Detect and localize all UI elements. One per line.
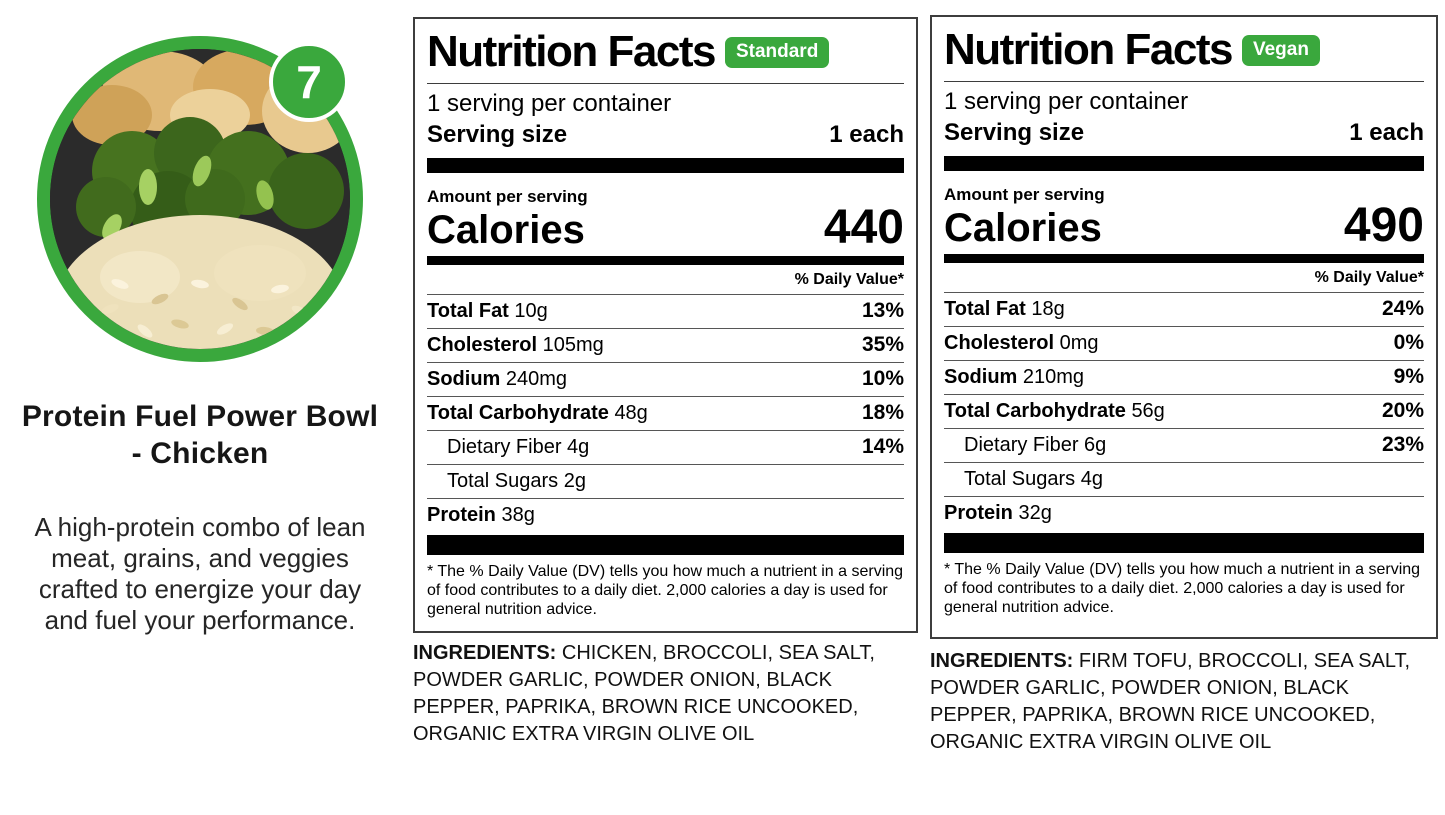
- divider-bar: [944, 532, 1424, 553]
- nutrient-amount: 10g: [514, 299, 548, 322]
- divider-bar: [427, 534, 904, 555]
- nutrient-name: Dietary Fiber: [964, 433, 1079, 456]
- nutrition-label-vegan: Nutrition Facts Vegan 1 serving per cont…: [930, 15, 1438, 639]
- nutrient-row: Cholesterol 0mg 0%: [944, 325, 1424, 360]
- ingredients-vegan: INGREDIENTS: FIRM TOFU, BROCCOLI, SEA SA…: [930, 648, 1422, 756]
- ingredients-text: CHICKEN, BROCCOLI, SEA SALT, POWDER GARL…: [413, 642, 875, 745]
- nutrient-amount: 38g: [501, 503, 535, 526]
- nutrient-amount: 105mg: [542, 333, 604, 356]
- product-title: Protein Fuel Power Bowl - Chicken: [21, 400, 379, 470]
- ingredients-label: INGREDIENTS:: [413, 642, 557, 664]
- nutrient-name: Total Sugars: [447, 469, 559, 492]
- nutrient-name: Cholesterol: [427, 333, 538, 356]
- nutrient-row: Total Fat 18g 24%: [944, 291, 1424, 326]
- nutrient-row: Protein 32g: [944, 495, 1424, 530]
- servings-per-container: 1 serving per container: [944, 88, 1189, 116]
- nutrient-name: Total Carbohydrate: [427, 401, 609, 424]
- daily-value-header: % Daily Value*: [1314, 268, 1424, 286]
- nutrient-row: Total Fat 10g 13%: [427, 293, 904, 328]
- nutrient-name: Total Carbohydrate: [944, 399, 1126, 422]
- nutrient-amount: 4g: [567, 435, 590, 458]
- nutrient-name: Cholesterol: [944, 331, 1055, 354]
- nutrient-name: Protein: [944, 501, 1013, 524]
- nutrient-dv: 18%: [861, 401, 904, 425]
- nutrient-amount: 4g: [1080, 467, 1103, 490]
- calories-row: Calories 440: [427, 201, 904, 255]
- nutrient-dv: 14%: [861, 435, 904, 459]
- nutrient-amount: 210mg: [1022, 365, 1085, 388]
- nutrient-name: Total Fat: [944, 297, 1026, 320]
- nutrient-amount: 0mg: [1059, 331, 1099, 354]
- product-photo: 7: [37, 36, 363, 362]
- calories-label: Calories: [944, 205, 1102, 250]
- nutrient-dv: 10%: [861, 367, 904, 391]
- serving-size-value: 1 each: [829, 121, 904, 149]
- divider-bar: [427, 158, 904, 174]
- divider-bar: [427, 255, 904, 265]
- ingredients-text: FIRM TOFU, BROCCOLI, SEA SALT, POWDER GA…: [930, 650, 1411, 753]
- amount-per-serving-label: Amount per serving: [427, 187, 588, 207]
- amount-per-serving-label: Amount per serving: [944, 185, 1105, 205]
- nutrient-row: Total Sugars 2g: [427, 463, 904, 498]
- nutrient-row: Total Carbohydrate 56g 20%: [944, 393, 1424, 428]
- serving-size-label: Serving size: [944, 119, 1085, 147]
- ingredients-label: INGREDIENTS:: [930, 650, 1074, 672]
- nutrient-amount: 6g: [1084, 433, 1107, 456]
- nutrient-row: Sodium 240mg 10%: [427, 361, 904, 396]
- calories-label: Calories: [427, 207, 585, 252]
- divider-bar: [944, 156, 1424, 172]
- daily-value-footnote: * The % Daily Value (DV) tells you how m…: [944, 560, 1421, 616]
- ingredients-standard: INGREDIENTS: CHICKEN, BROCCOLI, SEA SALT…: [413, 640, 875, 748]
- nutrient-name: Total Sugars: [964, 467, 1076, 490]
- nutrient-dv: 0%: [1393, 331, 1424, 355]
- nutrient-dv: 35%: [861, 333, 904, 357]
- nutrient-row: Dietary Fiber 6g 23%: [944, 427, 1424, 462]
- nutrient-amount: 18g: [1031, 297, 1065, 320]
- nutrient-row: Total Carbohydrate 48g 18%: [427, 395, 904, 430]
- nutrient-row: Protein 38g: [427, 497, 904, 532]
- serving-size-row: Serving size 1 each: [427, 121, 904, 149]
- nutrient-name: Protein: [427, 503, 496, 526]
- nutrient-dv: 23%: [1381, 433, 1424, 457]
- nutrient-amount: 240mg: [505, 367, 568, 390]
- divider-bar: [944, 253, 1424, 263]
- nutrient-name: Total Fat: [427, 299, 509, 322]
- nutrient-dv: 13%: [861, 299, 904, 323]
- nutrient-amount: 56g: [1131, 399, 1165, 422]
- nutrient-amount: 2g: [563, 469, 586, 492]
- variant-badge-standard: Standard: [724, 36, 830, 68]
- label-header: Nutrition Facts Standard: [427, 25, 904, 85]
- food-photo: [50, 49, 350, 349]
- label-header: Nutrition Facts Vegan: [944, 23, 1424, 83]
- nutrient-row: Cholesterol 105mg 35%: [427, 327, 904, 362]
- nutrient-row: Total Sugars 4g: [944, 461, 1424, 496]
- daily-value-header: % Daily Value*: [794, 270, 904, 288]
- label-title: Nutrition Facts: [944, 25, 1233, 74]
- servings-per-container: 1 serving per container: [427, 90, 672, 118]
- calories-value: 440: [823, 201, 904, 255]
- label-title: Nutrition Facts: [427, 27, 716, 76]
- product-panel: 7 Protein Fuel Power Bowl - Chicken A hi…: [14, 0, 386, 636]
- nutrient-amount: 48g: [614, 401, 648, 424]
- nutrition-label-standard: Nutrition Facts Standard 1 serving per c…: [413, 17, 918, 633]
- serving-size-value: 1 each: [1349, 119, 1424, 147]
- nutrient-row: Dietary Fiber 4g 14%: [427, 429, 904, 464]
- nutrient-name: Sodium: [944, 365, 1018, 388]
- nutrient-dv: 9%: [1393, 365, 1424, 389]
- nutrient-name: Sodium: [427, 367, 501, 390]
- variant-badge-vegan: Vegan: [1241, 34, 1320, 66]
- nutrient-dv: 24%: [1381, 297, 1424, 321]
- nutrient-amount: 32g: [1018, 501, 1052, 524]
- item-number-badge: 7: [269, 42, 349, 122]
- nutrient-dv: 20%: [1381, 399, 1424, 423]
- calories-value: 490: [1343, 199, 1424, 253]
- nutrient-row: Sodium 210mg 9%: [944, 359, 1424, 394]
- daily-value-footnote: * The % Daily Value (DV) tells you how m…: [427, 562, 904, 618]
- product-description: A high-protein combo of lean meat, grain…: [34, 512, 366, 635]
- calories-row: Calories 490: [944, 199, 1424, 253]
- serving-size-row: Serving size 1 each: [944, 119, 1424, 147]
- serving-size-label: Serving size: [427, 121, 568, 149]
- nutrient-name: Dietary Fiber: [447, 435, 562, 458]
